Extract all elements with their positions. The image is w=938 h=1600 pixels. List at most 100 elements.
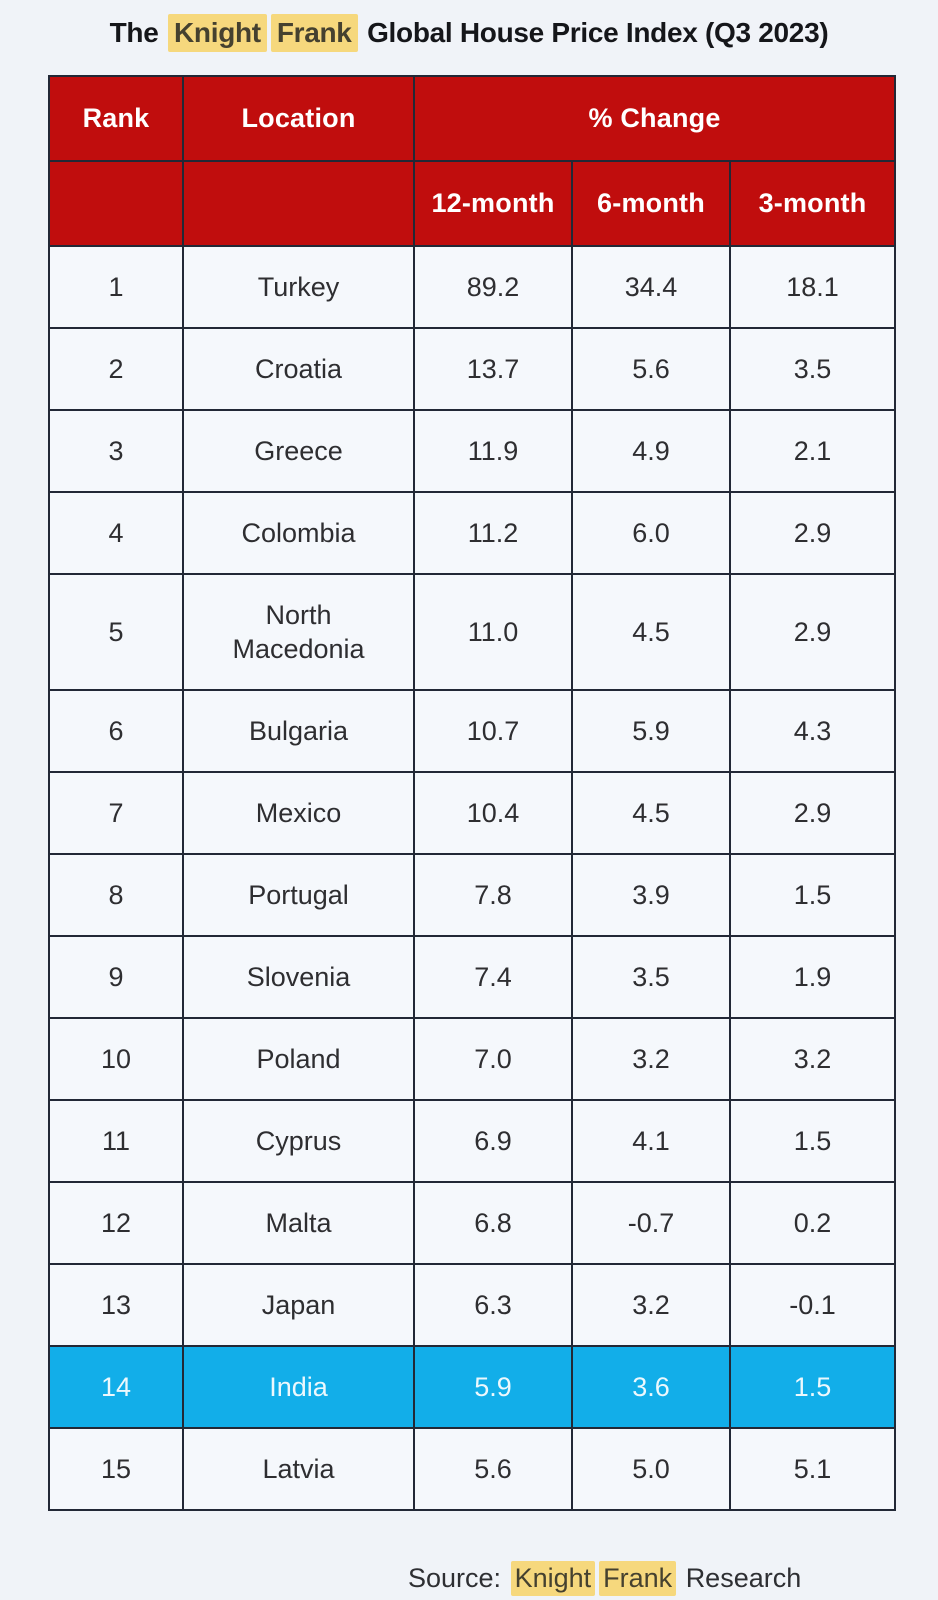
location-label: Japan xyxy=(261,1290,336,1320)
table-header: Rank Location % Change 12-month 6-month … xyxy=(48,75,897,247)
change-12m-cell: 11.2 xyxy=(413,491,573,575)
location-label: India xyxy=(269,1372,328,1402)
table-row: 11 Cyprus 6.9 4.1 1.5 xyxy=(48,1099,897,1183)
table-row: 2 Croatia 13.7 5.6 3.5 xyxy=(48,327,897,411)
change-6m-cell: 4.9 xyxy=(571,409,731,493)
change-3m-cell: 2.9 xyxy=(728,573,897,691)
table-row: 8 Portugal 7.8 3.9 1.5 xyxy=(48,853,897,937)
rank-cell: 7 xyxy=(48,771,184,855)
rank-cell: 12 xyxy=(48,1181,184,1265)
location-label: Colombia xyxy=(241,518,356,548)
location-cell: Bulgaria xyxy=(182,689,415,773)
table-row: 12 Malta 6.8 -0.7 0.2 xyxy=(48,1181,897,1265)
change-3m-cell: 2.9 xyxy=(728,771,897,855)
rank-cell: 1 xyxy=(48,245,184,329)
change-6m-cell: -0.7 xyxy=(571,1181,731,1265)
source-prefix: Source: xyxy=(408,1563,502,1593)
location-cell: Turkey xyxy=(182,245,415,329)
rank-cell: 3 xyxy=(48,409,184,493)
table-body: 1 Turkey 89.2 34.4 18.1 2 Croatia 13.7 5… xyxy=(48,245,897,1511)
rank-cell: 8 xyxy=(48,853,184,937)
location-label: Poland xyxy=(256,1044,341,1074)
change-3m-cell: 1.5 xyxy=(728,1099,897,1183)
location-label: Portugal xyxy=(248,880,349,910)
location-cell: Colombia xyxy=(182,491,415,575)
change-6m-cell: 5.0 xyxy=(571,1427,731,1511)
title-highlight-frank: Frank xyxy=(270,14,358,52)
location-label: Slovenia xyxy=(246,962,351,992)
change-3m-cell: 5.1 xyxy=(728,1427,897,1511)
rank-cell: 4 xyxy=(48,491,184,575)
header-empty-rank xyxy=(48,160,184,247)
change-3m-cell: 1.9 xyxy=(728,935,897,1019)
header-rank: Rank xyxy=(48,75,184,162)
title-highlight-knight: Knight xyxy=(167,14,267,52)
location-cell: Cyprus xyxy=(182,1099,415,1183)
rank-cell: 15 xyxy=(48,1427,184,1511)
change-3m-cell: 3.2 xyxy=(728,1017,897,1101)
change-6m-cell: 5.9 xyxy=(571,689,731,773)
table-row: 15 Latvia 5.6 5.0 5.1 xyxy=(48,1427,897,1511)
table-row: 10 Poland 7.0 3.2 3.2 xyxy=(48,1017,897,1101)
location-cell: North Macedonia xyxy=(182,573,415,691)
header-row-sub: 12-month 6-month 3-month xyxy=(48,160,897,247)
location-label: Latvia xyxy=(262,1454,335,1484)
header-3-month: 3-month xyxy=(728,160,897,247)
change-3m-cell: 4.3 xyxy=(728,689,897,773)
change-6m-cell: 4.5 xyxy=(571,573,731,691)
table-row: 1 Turkey 89.2 34.4 18.1 xyxy=(48,245,897,329)
table-row: 13 Japan 6.3 3.2 -0.1 xyxy=(48,1263,897,1347)
title-suffix: Global House Price Index (Q3 2023) xyxy=(367,17,829,48)
change-6m-cell: 6.0 xyxy=(571,491,731,575)
rank-cell: 11 xyxy=(48,1099,184,1183)
rank-cell: 14 xyxy=(48,1345,184,1429)
house-price-index-table: Rank Location % Change 12-month 6-month … xyxy=(48,75,897,1511)
change-3m-cell: 2.1 xyxy=(728,409,897,493)
source-suffix: Research xyxy=(685,1563,802,1593)
location-cell: Latvia xyxy=(182,1427,415,1511)
location-cell: Poland xyxy=(182,1017,415,1101)
table-row: 7 Mexico 10.4 4.5 2.9 xyxy=(48,771,897,855)
location-label: Turkey xyxy=(257,272,340,302)
change-12m-cell: 6.8 xyxy=(413,1181,573,1265)
header-empty-location xyxy=(182,160,415,247)
change-12m-cell: 7.4 xyxy=(413,935,573,1019)
location-cell: Malta xyxy=(182,1181,415,1265)
rank-cell: 13 xyxy=(48,1263,184,1347)
change-6m-cell: 5.6 xyxy=(571,327,731,411)
change-12m-cell: 13.7 xyxy=(413,327,573,411)
page-title: The Knight Frank Global House Price Index… xyxy=(0,14,938,52)
change-6m-cell: 3.2 xyxy=(571,1017,731,1101)
change-12m-cell: 6.9 xyxy=(413,1099,573,1183)
rank-cell: 2 xyxy=(48,327,184,411)
change-12m-cell: 5.9 xyxy=(413,1345,573,1429)
title-prefix: The xyxy=(109,17,159,48)
location-label: Mexico xyxy=(255,798,342,828)
rank-cell: 9 xyxy=(48,935,184,1019)
change-12m-cell: 6.3 xyxy=(413,1263,573,1347)
change-6m-cell: 4.5 xyxy=(571,771,731,855)
rank-cell: 10 xyxy=(48,1017,184,1101)
location-label: Cyprus xyxy=(255,1126,342,1156)
change-6m-cell: 3.2 xyxy=(571,1263,731,1347)
change-3m-cell: -0.1 xyxy=(728,1263,897,1347)
location-cell: India xyxy=(182,1345,415,1429)
change-6m-cell: 3.6 xyxy=(571,1345,731,1429)
source-highlight-knight: Knight xyxy=(510,1561,596,1596)
source-highlight-frank: Frank xyxy=(599,1561,677,1596)
change-12m-cell: 11.9 xyxy=(413,409,573,493)
location-cell: Greece xyxy=(182,409,415,493)
header-6-month: 6-month xyxy=(571,160,731,247)
rank-cell: 5 xyxy=(48,573,184,691)
table-row: 14 India 5.9 3.6 1.5 xyxy=(48,1345,897,1429)
location-cell: Mexico xyxy=(182,771,415,855)
header-12-month: 12-month xyxy=(413,160,573,247)
change-3m-cell: 3.5 xyxy=(728,327,897,411)
header-pct-change: % Change xyxy=(412,75,897,162)
change-3m-cell: 18.1 xyxy=(728,245,897,329)
location-label: Croatia xyxy=(254,354,343,384)
table-row: 5 North Macedonia 11.0 4.5 2.9 xyxy=(48,573,897,691)
location-label: Malta xyxy=(265,1208,332,1238)
change-3m-cell: 2.9 xyxy=(728,491,897,575)
location-cell: Slovenia xyxy=(182,935,415,1019)
